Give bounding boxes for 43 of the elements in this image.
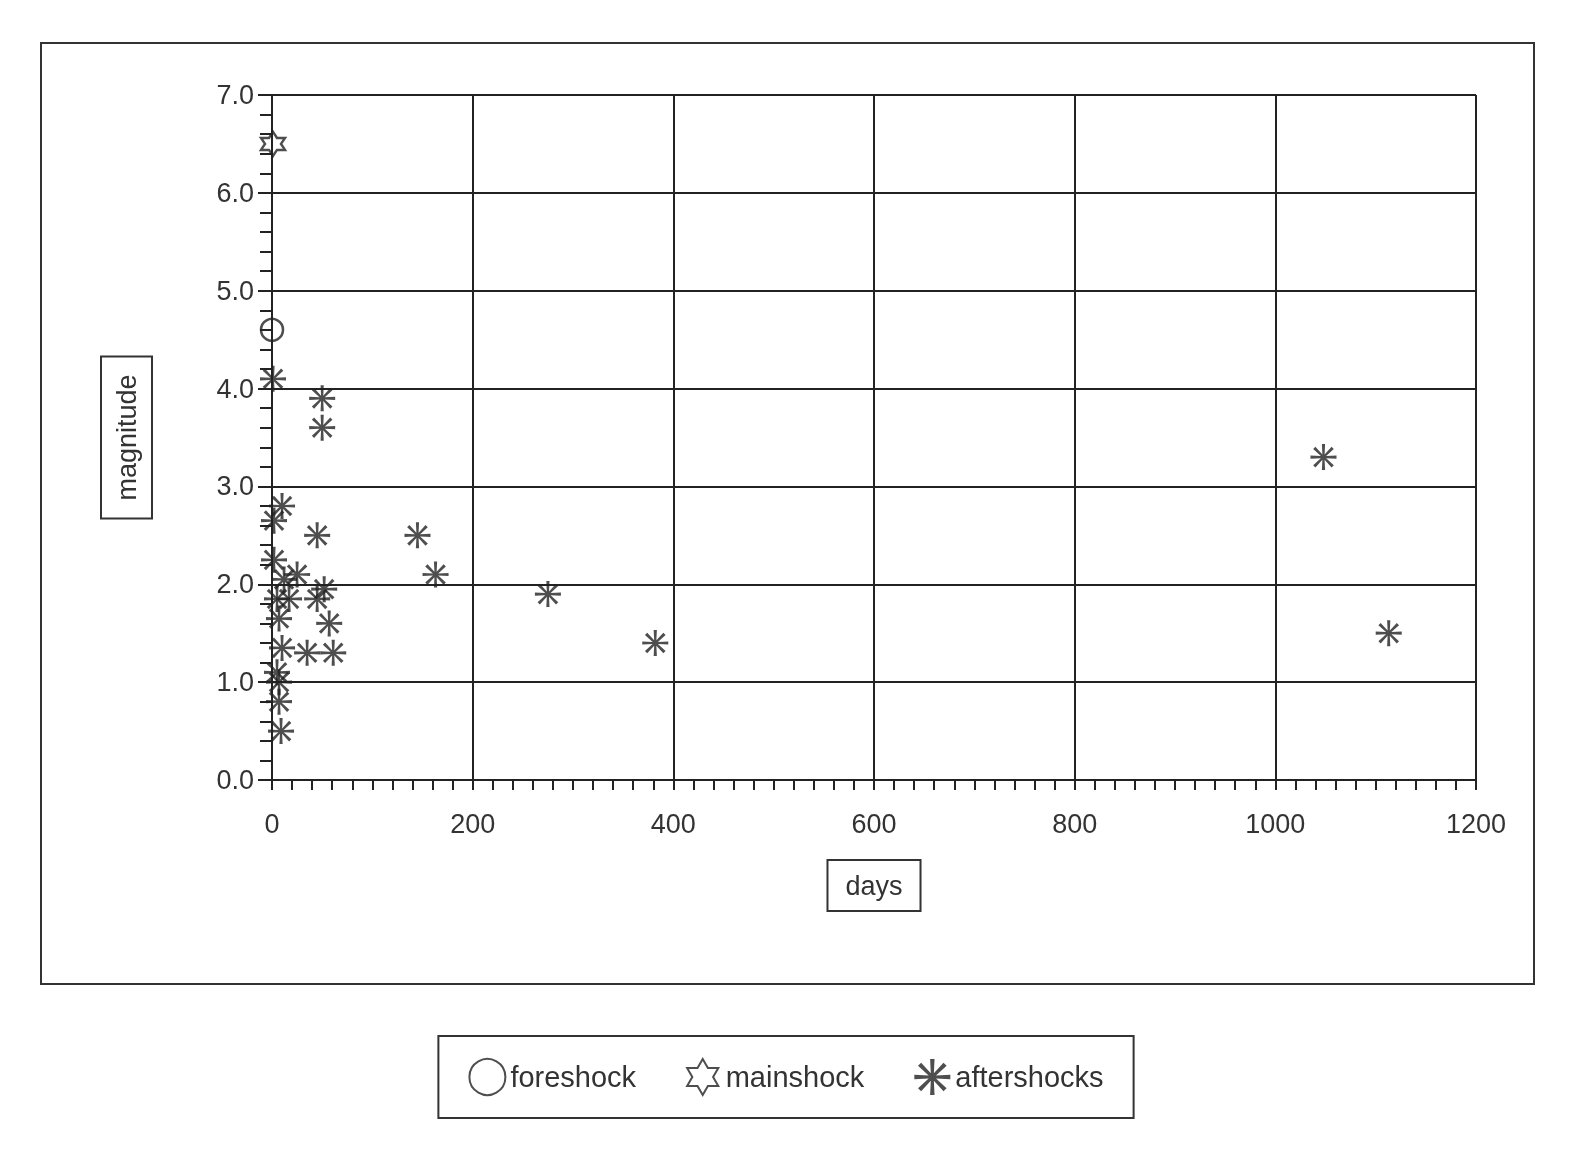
y-tick-label: 1.0	[216, 667, 254, 698]
point	[259, 130, 287, 158]
x-tick-label: 0	[264, 808, 280, 839]
x-tick-label: 800	[1052, 808, 1098, 839]
point	[534, 581, 561, 608]
x-tick-label: 1000	[1245, 808, 1306, 839]
x-tick-label: 600	[851, 808, 897, 839]
point	[309, 414, 336, 441]
point	[642, 630, 669, 656]
point	[268, 718, 295, 745]
y-tick-label: 6.0	[216, 177, 254, 208]
y-tick-label: 2.0	[216, 569, 254, 600]
y-tick-label: 5.0	[216, 275, 254, 306]
y-tick-label: 4.0	[216, 373, 254, 404]
y-tick-label: 3.0	[216, 471, 254, 502]
legend-label: foreshock	[510, 1061, 637, 1093]
x-tick-label: 1200	[1445, 808, 1507, 839]
point	[266, 688, 293, 715]
point	[316, 610, 343, 637]
point	[320, 639, 347, 666]
point	[269, 634, 296, 661]
x-tick-label: 400	[650, 808, 696, 839]
point	[294, 639, 321, 666]
y-axis-title: magnitude	[111, 374, 142, 501]
point	[1375, 620, 1402, 647]
y-tick-label: 0.0	[216, 765, 254, 795]
x-tick-label: 200	[450, 808, 496, 839]
x-axis-title: days	[845, 870, 903, 901]
point	[259, 317, 285, 343]
point	[261, 507, 288, 534]
legend-label: aftershocks	[955, 1061, 1104, 1093]
point	[1310, 444, 1337, 471]
legend-label: mainshock	[725, 1061, 865, 1093]
point	[261, 546, 288, 573]
y-tick-label: 7.0	[216, 80, 254, 110]
point	[266, 605, 293, 632]
point	[422, 561, 449, 588]
point	[311, 576, 338, 603]
point	[309, 385, 336, 412]
point	[276, 585, 303, 612]
point	[304, 522, 331, 549]
point	[404, 522, 431, 549]
point	[266, 669, 293, 696]
